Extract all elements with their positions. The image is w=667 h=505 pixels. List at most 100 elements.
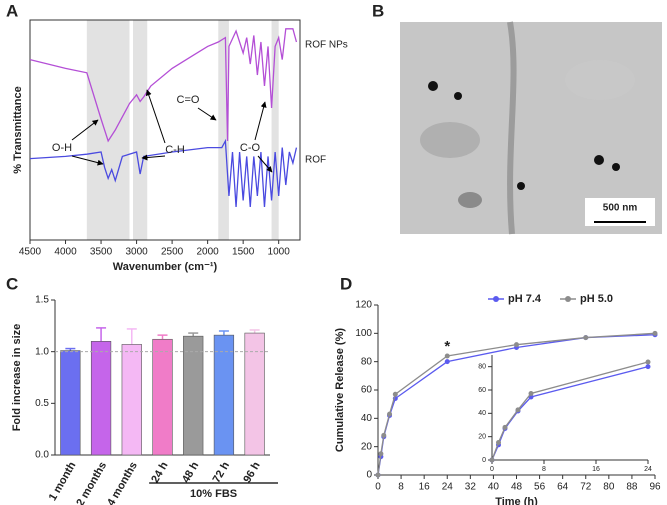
y-tick-label: 60 — [478, 387, 486, 394]
panel-label: D — [340, 274, 352, 293]
data-point — [387, 411, 393, 417]
x-tick-label: 4000 — [54, 247, 77, 258]
bar — [121, 344, 142, 456]
panel-label: A — [6, 1, 18, 20]
x-tick-label: 24 — [644, 466, 652, 473]
x-tick-label: 88 — [626, 482, 638, 493]
y-axis-title: Cumulative Release (%) — [334, 328, 346, 452]
annotation: * — [444, 338, 450, 355]
panel-label: B — [372, 1, 384, 20]
y-tick-label: 1.5 — [35, 295, 49, 306]
y-tick-label: 0.5 — [35, 398, 49, 409]
annotation: C-H — [165, 144, 185, 156]
series-line — [377, 332, 656, 476]
y-tick-label: 20 — [361, 441, 373, 452]
series-label: ROF NPs — [305, 40, 348, 51]
plot-frame — [29, 19, 301, 241]
x-tick-label: 48 h — [180, 460, 202, 485]
x-tick-label: 0 — [375, 482, 381, 493]
y-tick-label: 40 — [361, 413, 373, 424]
y-tick-label: 20 — [478, 434, 486, 441]
data-point — [502, 424, 508, 430]
x-tick-label: 24 h — [149, 460, 171, 485]
data-point — [496, 440, 501, 445]
data-point — [375, 472, 381, 478]
arrow — [71, 119, 99, 141]
x-tick-label: 40 — [488, 482, 500, 493]
series-line — [29, 138, 298, 208]
scale-bar-label: 500 nm — [603, 203, 638, 214]
x-tick-label: 1 month — [47, 460, 79, 503]
x-tick-label: 3000 — [125, 247, 148, 258]
series-line — [491, 361, 649, 461]
data-point — [489, 457, 495, 463]
x-tick-label: 8 — [398, 482, 404, 493]
data-point — [444, 353, 450, 359]
arrow — [141, 154, 166, 161]
annotation: C=O — [177, 94, 200, 106]
x-axis-title: Wavenumber (cm⁻¹) — [113, 261, 218, 273]
bar — [244, 332, 265, 456]
x-tick-label: 96 h — [241, 460, 263, 485]
y-axis-title: % Transmittance — [12, 86, 24, 173]
x-tick-label: 1000 — [268, 247, 291, 258]
y-tick-label: 80 — [478, 364, 486, 371]
bar — [90, 341, 112, 456]
y-tick-label: 40 — [478, 410, 486, 417]
x-tick-label: 24 — [442, 482, 454, 493]
y-tick-label: 1.0 — [35, 346, 49, 357]
legend-label: pH 7.4 — [508, 293, 542, 305]
data-point — [514, 342, 519, 348]
arrow — [71, 155, 104, 166]
x-tick-label: 48 — [511, 482, 523, 493]
x-tick-label: 16 — [592, 466, 600, 473]
x-tick-label: 80 — [603, 482, 615, 493]
x-tick-label: 32 — [465, 482, 477, 493]
shaded-band — [86, 20, 130, 240]
x-tick-label: 8 — [542, 466, 546, 473]
x-tick-label: 72 h — [211, 460, 233, 485]
x-tick-label: 2 months — [74, 460, 109, 505]
bar — [152, 338, 173, 456]
data-point — [583, 335, 589, 341]
data-point — [652, 330, 658, 336]
data-point — [528, 391, 534, 396]
data-point — [381, 432, 387, 438]
annotation: C-O — [240, 142, 261, 154]
arrow — [254, 101, 267, 141]
tem-image: 500 nm — [400, 21, 662, 235]
y-tick-label: 120 — [355, 300, 372, 311]
shaded-band — [218, 20, 229, 240]
legend-marker — [565, 296, 571, 302]
x-tick-label: 2000 — [197, 247, 220, 258]
legend-marker — [493, 296, 499, 302]
data-point — [392, 391, 398, 397]
series-line — [377, 334, 656, 476]
y-tick-label: 0.0 — [35, 450, 49, 461]
bar — [213, 334, 235, 456]
x-axis-title: Time (h) — [495, 496, 538, 505]
arrow — [257, 155, 273, 173]
series-line — [491, 366, 649, 461]
x-tick-label: 2500 — [161, 247, 184, 258]
data-point — [645, 359, 651, 365]
x-tick-label: 72 — [580, 482, 592, 493]
legend-label: pH 5.0 — [580, 293, 613, 305]
data-point — [515, 407, 521, 413]
x-tick-label: 16 — [419, 482, 431, 493]
y-tick-label: 80 — [361, 356, 373, 367]
x-tick-label: 0 — [490, 466, 494, 473]
annotation: O-H — [52, 142, 72, 154]
x-tick-label: 96 — [649, 482, 661, 493]
x-tick-label: 64 — [557, 482, 569, 493]
data-point — [645, 364, 651, 370]
bar — [183, 335, 204, 456]
data-point — [378, 451, 384, 457]
data-point — [444, 359, 450, 365]
arrow — [145, 89, 166, 144]
y-tick-label: 0 — [482, 457, 486, 464]
x-tick-label: 56 — [534, 482, 546, 493]
panel-label: C — [6, 274, 18, 293]
group-label: 10% FBS — [190, 488, 237, 500]
